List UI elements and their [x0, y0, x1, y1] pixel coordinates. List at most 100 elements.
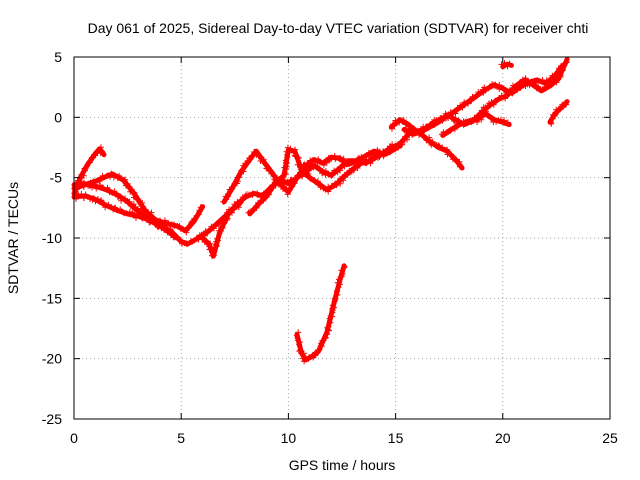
data-point [324, 324, 331, 331]
data-point [456, 158, 463, 165]
data-point [436, 116, 442, 123]
data-point [329, 302, 336, 309]
data-point [310, 157, 317, 164]
x-tick-label: 15 [388, 430, 404, 446]
data-point [122, 176, 129, 183]
data-point [299, 164, 306, 171]
data-point [337, 154, 344, 161]
data-point [122, 195, 129, 202]
data-point [253, 203, 260, 210]
data-point [224, 193, 231, 200]
data-point [301, 358, 308, 365]
data-point [504, 119, 511, 126]
data-point [337, 180, 344, 187]
data-point [245, 209, 252, 216]
data-point [189, 238, 196, 245]
data-point [452, 110, 459, 117]
data-point [516, 79, 523, 86]
data-point [384, 148, 391, 155]
data-point [99, 148, 105, 155]
y-tick-label: -25 [42, 411, 62, 427]
data-point [279, 174, 285, 181]
data-point [106, 187, 113, 193]
data-point [117, 193, 124, 200]
data-point [214, 220, 221, 227]
data-point [390, 121, 396, 128]
data-point [323, 159, 330, 166]
data-point [299, 170, 306, 177]
data-point [399, 118, 406, 125]
data-point [427, 121, 434, 128]
data-point [291, 180, 298, 187]
data-point [283, 187, 289, 194]
data-point [111, 204, 118, 211]
data-point [402, 133, 409, 140]
data-point [100, 200, 107, 207]
data-point [269, 182, 276, 188]
data-point [456, 120, 463, 127]
data-point [559, 64, 566, 71]
tick-labels: 0 5 10 15 20 25 -25 -20 -15 -10 -5 0 5 [42, 49, 618, 446]
data-point [415, 129, 422, 136]
data-point [420, 133, 427, 140]
data-point [107, 173, 114, 180]
data-point [542, 85, 549, 92]
data-point [161, 217, 168, 224]
data-point [331, 167, 337, 174]
data-point [112, 205, 119, 212]
data-point [435, 142, 442, 149]
data-point [140, 213, 147, 220]
data-point [333, 287, 340, 294]
data-point [111, 188, 118, 195]
data-point [91, 152, 98, 159]
data-point [133, 215, 139, 221]
data-point [284, 191, 291, 198]
data-point [334, 166, 341, 173]
data-point [80, 172, 87, 179]
data-point [230, 206, 237, 213]
data-point [316, 158, 323, 165]
data-point [188, 219, 195, 226]
y-tick-label: -15 [42, 290, 62, 306]
data-layer [71, 56, 570, 365]
data-point [130, 211, 137, 218]
data-point [240, 168, 247, 175]
data-point [336, 281, 343, 288]
data-point [366, 157, 372, 164]
data-point [337, 167, 344, 174]
data-point [148, 209, 155, 216]
data-point [260, 194, 267, 201]
data-point [317, 182, 324, 188]
data-point [447, 127, 454, 134]
data-point [557, 72, 564, 79]
data-point [237, 199, 244, 206]
data-point [117, 174, 123, 181]
data-point [453, 156, 460, 163]
data-point [442, 110, 449, 117]
y-tick-label: -5 [50, 170, 63, 186]
data-point [210, 250, 217, 257]
data-point [165, 228, 171, 235]
data-point [108, 170, 115, 177]
data-point [498, 92, 505, 99]
data-point [282, 157, 289, 164]
data-point [329, 171, 336, 178]
data-point [380, 153, 387, 160]
x-axis-label: GPS time / hours [289, 457, 396, 473]
data-point [210, 247, 217, 254]
data-point [481, 84, 488, 91]
data-point [431, 121, 438, 128]
x-tick-label: 10 [281, 430, 297, 446]
data-point [86, 159, 93, 166]
data-point [204, 228, 211, 235]
data-point [484, 102, 491, 109]
data-point [457, 163, 463, 170]
data-point [201, 239, 208, 246]
data-point [307, 175, 314, 182]
data-point [474, 119, 481, 125]
data-point [256, 153, 263, 160]
data-point [509, 88, 516, 95]
data-point [475, 113, 482, 120]
data-point [266, 186, 273, 193]
data-point [249, 209, 255, 215]
